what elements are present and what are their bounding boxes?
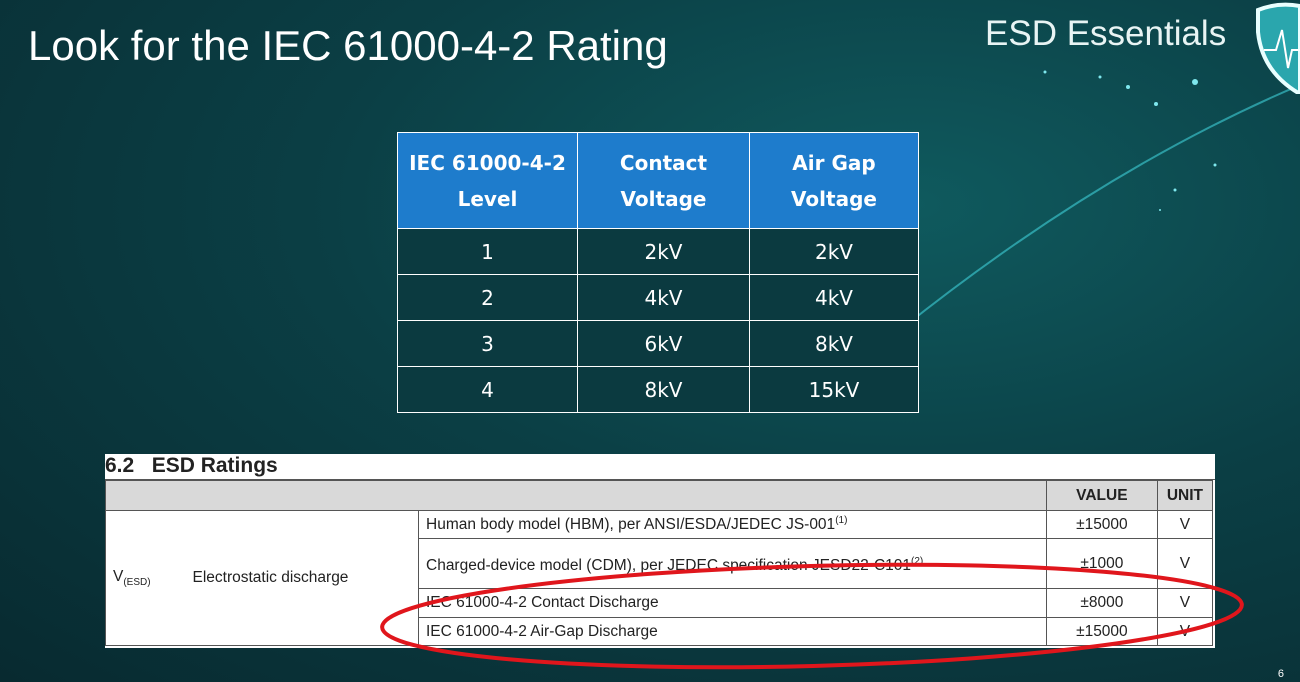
header-blank (105, 480, 1047, 511)
cell: 2kV (577, 228, 750, 275)
cell: 4kV (577, 274, 750, 321)
cell: 2 (397, 274, 578, 321)
value-cell: ±15000 (1045, 617, 1158, 646)
header-contact-voltage: Contact Voltage (577, 132, 750, 229)
condition-cell: IEC 61000-4-2 Air-Gap Discharge (418, 617, 1047, 646)
esd-ratings-datasheet-excerpt: 6.2 ESD Ratings VALUE UNIT V(ESD) Electr… (105, 454, 1215, 648)
parameter-cell: Electrostatic discharge (185, 510, 419, 646)
condition-text: Human body model (HBM), per ANSI/ESDA/JE… (426, 516, 836, 534)
cell: 4kV (749, 274, 919, 321)
unit-cell: V (1156, 510, 1214, 539)
header-value: VALUE (1045, 480, 1158, 511)
cell: 15kV (749, 366, 919, 413)
table-header-row: VALUE UNIT (105, 480, 1214, 511)
header-unit: UNIT (1156, 480, 1214, 511)
header-text: Contact (619, 150, 708, 175)
header-text: Voltage (620, 186, 707, 211)
header-text: Level (457, 186, 518, 211)
cell: 1 (397, 228, 578, 275)
condition-cell: Charged-device model (CDM), per JEDEC sp… (418, 538, 1047, 589)
condition-cell: IEC 61000-4-2 Contact Discharge (418, 588, 1047, 618)
header-air-gap-voltage: Air Gap Voltage (749, 132, 919, 229)
header-text: Voltage (791, 186, 877, 211)
symbol-cell: V(ESD) (105, 510, 186, 646)
header-level: IEC 61000-4-2 Level (397, 132, 578, 229)
unit-cell: V (1156, 588, 1214, 618)
symbol-subscript: (ESD) (123, 577, 151, 589)
shield-heartbeat-logo-icon (1256, 2, 1300, 94)
header-text: Air Gap (792, 150, 876, 175)
footnote-ref: (2) (911, 555, 924, 567)
table-row: V(ESD) Electrostatic discharge Human bod… (105, 510, 1214, 646)
page-number: 6 (1277, 668, 1284, 680)
symbol: V (113, 567, 124, 585)
section-heading: 6.2 ESD Ratings (105, 454, 1215, 480)
cell: 4 (397, 366, 578, 413)
condition-cell: Human body model (HBM), per ANSI/ESDA/JE… (418, 510, 1047, 539)
cell: 8kV (749, 320, 919, 367)
header-text: IEC 61000-4-2 (409, 150, 566, 175)
table-row: 2 4kV 4kV (397, 274, 919, 321)
brand-name: ESD Essentials (985, 14, 1227, 53)
slide-title: Look for the IEC 61000-4-2 Rating (28, 22, 668, 69)
esd-ratings-table: VALUE UNIT V(ESD) Electrostatic discharg… (105, 480, 1214, 646)
cell: 3 (397, 320, 578, 367)
unit-cell: V (1156, 538, 1214, 589)
value-cell: ±1000 (1045, 538, 1158, 589)
iec-levels-table: IEC 61000-4-2 Level Contact Voltage Air Ga… (397, 132, 919, 413)
unit-cell: V (1156, 617, 1214, 646)
value-cell: ±15000 (1045, 510, 1158, 539)
table-row: 3 6kV 8kV (397, 320, 919, 367)
cell: 2kV (749, 228, 919, 275)
table-row: 1 2kV 2kV (397, 228, 919, 275)
table-header-row: IEC 61000-4-2 Level Contact Voltage Air Ga… (397, 132, 919, 229)
condition-text: Charged-device model (CDM), per JEDEC sp… (426, 557, 911, 575)
table-row: 4 8kV 15kV (397, 366, 919, 413)
cell: 8kV (577, 366, 750, 413)
cell: 6kV (577, 320, 750, 367)
value-cell: ±8000 (1045, 588, 1158, 618)
footnote-ref: (1) (835, 514, 848, 526)
